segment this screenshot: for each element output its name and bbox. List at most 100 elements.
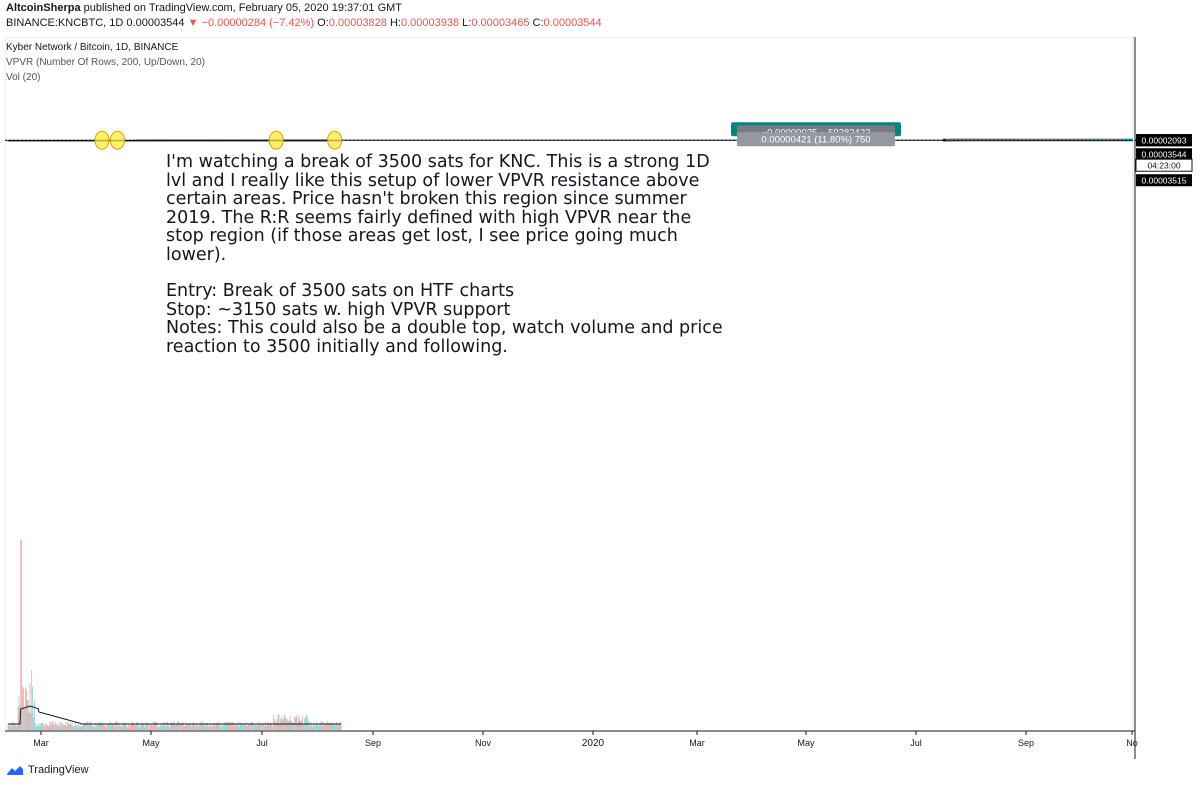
volume-bar [176, 724, 178, 730]
chart-area[interactable]: 0.00002735 (76.63%) 2624.11−0.00000025 ~… [5, 37, 1196, 759]
candle-body [51, 139, 53, 142]
volume-bar [309, 721, 311, 730]
volume-bar [24, 707, 25, 730]
volume-bar [253, 724, 254, 730]
volume-bar [56, 723, 58, 730]
volume-bar [139, 725, 141, 730]
volume-bar [307, 720, 309, 730]
volume-bar [273, 714, 274, 730]
volume-bar [40, 723, 42, 730]
legend-vpvr[interactable]: VPVR (Number Of Rows, 200, Up/Down, 20) [6, 57, 205, 68]
volume-bar [249, 723, 251, 730]
footer-brand[interactable]: TradingView [6, 764, 89, 776]
volume-bar [106, 725, 107, 730]
volume-bar [327, 723, 329, 730]
legend-title[interactable]: Kyber Network / Bitcoin, 1D, BINANCE [6, 42, 179, 53]
volume-bar [101, 723, 103, 730]
x-tick-label: Jul [256, 738, 268, 748]
chart-svg[interactable]: 0.00002735 (76.63%) 2624.11−0.00000025 ~… [5, 37, 1196, 759]
volume-bar [116, 721, 117, 730]
candle-body [79, 139, 81, 142]
note-notes: Notes: This could also be a double top, … [166, 318, 723, 357]
x-tick-label: No [1126, 738, 1138, 748]
volume-bar [296, 723, 298, 730]
volume-bar [332, 723, 334, 730]
volume-bar [281, 715, 283, 730]
volume-bar [222, 723, 224, 730]
volume-bar [267, 722, 269, 730]
volume-bar [238, 721, 240, 730]
volume-bar [80, 726, 82, 730]
o-label: O: [317, 17, 329, 29]
volume-bar [179, 723, 180, 730]
volume-bar [317, 725, 319, 730]
candle-body [63, 139, 66, 142]
volume-bar [334, 723, 335, 730]
volume-bar [190, 724, 191, 730]
highlight-circle [268, 130, 284, 150]
volume-bar [34, 700, 35, 730]
legend-vol[interactable]: Vol (20) [6, 72, 41, 83]
volume-bar [7, 723, 9, 730]
volume-bar [93, 725, 95, 730]
volume-bar [139, 726, 140, 730]
last-price: 0.00003544 [126, 17, 185, 29]
candle-body [52, 139, 54, 142]
volume-bar [318, 723, 320, 730]
volume-bar [325, 724, 326, 730]
volume-bar [250, 724, 252, 730]
volume-bar [266, 724, 268, 730]
volume-bar [210, 724, 211, 730]
volume-bar [62, 724, 64, 730]
volume-bar [20, 540, 22, 730]
volume-bar [74, 725, 75, 730]
volume-bar [198, 726, 200, 730]
volume-bar [28, 712, 30, 730]
down-arrow-icon: ▼ [187, 17, 199, 29]
volume-bar [132, 723, 134, 730]
volume-bar [221, 725, 222, 730]
volume-bar [211, 725, 212, 730]
volume-bar [319, 726, 321, 730]
volume-bar [21, 540, 23, 730]
volume-bar [15, 725, 17, 730]
volume-bar [277, 714, 279, 730]
volume-bar [133, 722, 135, 730]
annotation-note[interactable]: I'm watching a break of 3500 sats for KN… [166, 153, 726, 356]
volume-bar [212, 726, 213, 730]
volume-bar [108, 724, 109, 730]
c-label: C: [532, 17, 544, 29]
volume-bar [216, 724, 218, 730]
candle-body [131, 139, 133, 142]
volume-bar [151, 723, 153, 730]
volume-bar [183, 726, 185, 730]
volume-bar [226, 725, 228, 730]
volume-bar [261, 724, 262, 730]
volume-bar [272, 726, 273, 730]
candle-body [71, 139, 73, 142]
volume-bar [138, 723, 139, 730]
publisher-name[interactable]: AltcoinSherpa [6, 2, 81, 14]
volume-bar [243, 722, 244, 730]
volume-bar [299, 720, 301, 730]
volume-bar [246, 726, 248, 730]
volume-bar [95, 723, 96, 730]
volume-bar [279, 723, 281, 730]
volume-bar [220, 723, 221, 730]
note-stop: Stop: ~3150 sats w. high VPVR support [166, 299, 511, 320]
volume-bar [324, 725, 325, 730]
volume-bar [177, 721, 179, 730]
volume-bar [160, 723, 161, 730]
volume-bar [187, 724, 189, 730]
volume-bar [55, 721, 56, 730]
volume-bar [298, 715, 300, 730]
volume-bar [240, 722, 242, 730]
volume-bar [182, 722, 184, 730]
volume-bar [264, 725, 265, 730]
volume-bar [294, 715, 295, 730]
volume-bar [23, 688, 24, 730]
price-tag-text: 0.00002093 [1142, 136, 1187, 146]
volume-bar [337, 723, 339, 730]
volume-bar [157, 726, 158, 730]
c-value: 0.00003544 [543, 17, 602, 29]
